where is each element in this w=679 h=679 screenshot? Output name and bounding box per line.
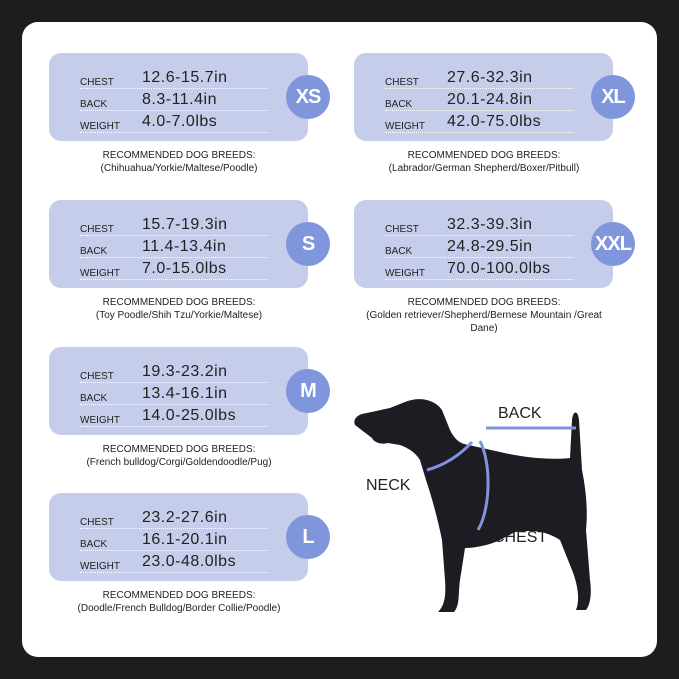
weight-value: 7.0-15.0lbs [142, 260, 227, 277]
chest-row: CHEST 27.6-32.3in [385, 69, 573, 89]
weight-row: WEIGHT 70.0-100.0lbs [385, 260, 573, 280]
back-row: BACK 24.8-29.5in [385, 238, 573, 258]
chest-label: CHEST [385, 77, 419, 88]
chest-value: 15.7-19.3in [142, 216, 228, 233]
size-badge: M [286, 369, 330, 413]
chest-label: CHEST [385, 224, 419, 235]
back-row: BACK 20.1-24.8in [385, 91, 573, 111]
recommended-breeds: RECOMMENDED DOG BREEDS: (Golden retriever… [354, 296, 614, 335]
size-box: CHEST 12.6-15.7in BACK 8.3-11.4in WEIGHT 4.0-… [49, 53, 330, 141]
weight-label: WEIGHT [80, 561, 120, 572]
weight-value: 4.0-7.0lbs [142, 113, 218, 130]
size-box: CHEST 19.3-23.2in BACK 13.4-16.1in WEIGHT 14.… [49, 347, 330, 435]
chest-row: CHEST 19.3-23.2in [80, 363, 268, 383]
breeds-list: (Golden retriever/Shepherd/Bernese Mount… [366, 310, 602, 334]
recommended-heading: RECOMMENDED DOG BREEDS: [102, 150, 256, 161]
chest-label: CHEST [80, 77, 114, 88]
weight-row: WEIGHT 14.0-25.0lbs [80, 407, 268, 427]
weight-row: WEIGHT 23.0-48.0lbs [80, 553, 268, 573]
weight-label: WEIGHT [80, 415, 120, 426]
back-row: BACK 11.4-13.4in [80, 238, 268, 258]
back-label: BACK [80, 539, 108, 550]
chest-row: CHEST 23.2-27.6in [80, 509, 268, 529]
chest-row: CHEST 15.7-19.3in [80, 216, 268, 236]
chest-row: CHEST 32.3-39.3in [385, 216, 573, 236]
chest-value: 12.6-15.7in [142, 69, 228, 86]
chest-value: 27.6-32.3in [447, 69, 533, 86]
breeds-list: (Chihuahua/Yorkie/Maltese/Poodle) [100, 163, 258, 174]
weight-label: WEIGHT [385, 268, 425, 279]
chest-row: CHEST 12.6-15.7in [80, 69, 268, 89]
back-value: 11.4-13.4in [142, 238, 227, 255]
back-label: BACK [385, 246, 413, 257]
weight-label: WEIGHT [80, 121, 120, 132]
chest-value: 32.3-39.3in [447, 216, 533, 233]
back-value: 24.8-29.5in [447, 238, 533, 255]
back-row: BACK 8.3-11.4in [80, 91, 268, 111]
size-badge: XXL [591, 222, 635, 266]
weight-row: WEIGHT 42.0-75.0lbs [385, 113, 573, 133]
size-badge: XL [591, 75, 635, 119]
breeds-list: (Doodle/French Bulldog/Border Collie/Poo… [77, 603, 281, 614]
back-label: BACK [80, 393, 108, 404]
recommended-heading: RECOMMENDED DOG BREEDS: [102, 297, 256, 308]
back-value: 13.4-16.1in [142, 385, 228, 402]
dog-silhouette-icon [354, 399, 591, 612]
chest-value: 23.2-27.6in [142, 509, 228, 526]
chest-value: 19.3-23.2in [142, 363, 228, 380]
back-label: BACK [80, 246, 108, 257]
recommended-breeds: RECOMMENDED DOG BREEDS: (French bulldog/C… [49, 443, 309, 469]
back-value: 8.3-11.4in [142, 91, 217, 108]
weight-value: 42.0-75.0lbs [447, 113, 542, 130]
recommended-heading: RECOMMENDED DOG BREEDS: [407, 150, 561, 161]
size-block-m: CHEST 19.3-23.2in BACK 13.4-16.1in WEIGHT 14.… [49, 347, 330, 469]
weight-value: 23.0-48.0lbs [142, 553, 237, 570]
back-label: BACK [498, 405, 542, 422]
size-block-xs: CHEST 12.6-15.7in BACK 8.3-11.4in WEIGHT 4.0-… [49, 53, 330, 175]
breeds-list: (Labrador/German Shepherd/Boxer/Pitbull) [388, 163, 580, 174]
chest-label: CHEST [493, 529, 548, 546]
chest-label: CHEST [80, 224, 114, 235]
size-box: CHEST 27.6-32.3in BACK 20.1-24.8in WEIGHT 42.… [354, 53, 635, 141]
recommended-heading: RECOMMENDED DOG BREEDS: [102, 590, 256, 601]
back-value: 16.1-20.1in [142, 531, 228, 548]
size-badge: S [286, 222, 330, 266]
recommended-breeds: RECOMMENDED DOG BREEDS: (Chihuahua/Yorkie… [49, 149, 309, 175]
chest-label: CHEST [80, 517, 114, 528]
weight-row: WEIGHT 7.0-15.0lbs [80, 260, 268, 280]
neck-label: NECK [366, 477, 411, 494]
back-label: BACK [80, 99, 108, 110]
dog-measurement-diagram: BACK NECK CHEST [350, 380, 610, 625]
recommended-heading: RECOMMENDED DOG BREEDS: [102, 444, 256, 455]
weight-label: WEIGHT [385, 121, 425, 132]
size-block-xl: CHEST 27.6-32.3in BACK 20.1-24.8in WEIGHT 42.… [354, 53, 635, 175]
chest-label: CHEST [80, 371, 114, 382]
size-badge: XS [286, 75, 330, 119]
size-block-xxl: CHEST 32.3-39.3in BACK 24.8-29.5in WEIGHT 70.… [354, 200, 635, 335]
recommended-breeds: RECOMMENDED DOG BREEDS: (Doodle/French Bu… [49, 589, 309, 615]
weight-label: WEIGHT [80, 268, 120, 279]
back-row: BACK 16.1-20.1in [80, 531, 268, 551]
size-block-s: CHEST 15.7-19.3in BACK 11.4-13.4in WEIGHT 7.0… [49, 200, 330, 322]
size-box: CHEST 15.7-19.3in BACK 11.4-13.4in WEIGHT 7.0… [49, 200, 330, 288]
size-badge: L [286, 515, 330, 559]
breeds-list: (French bulldog/Corgi/Goldendoodle/Pug) [86, 457, 272, 468]
recommended-breeds: RECOMMENDED DOG BREEDS: (Labrador/German … [354, 149, 614, 175]
size-box: CHEST 23.2-27.6in BACK 16.1-20.1in WEIGHT 23.… [49, 493, 330, 581]
size-box: CHEST 32.3-39.3in BACK 24.8-29.5in WEIGHT 70.… [354, 200, 635, 288]
weight-row: WEIGHT 4.0-7.0lbs [80, 113, 268, 133]
weight-value: 14.0-25.0lbs [142, 407, 237, 424]
recommended-breeds: RECOMMENDED DOG BREEDS: (Toy Poodle/Shih … [49, 296, 309, 322]
back-label: BACK [385, 99, 413, 110]
breeds-list: (Toy Poodle/Shih Tzu/Yorkie/Maltese) [95, 310, 263, 321]
back-value: 20.1-24.8in [447, 91, 533, 108]
size-block-l: CHEST 23.2-27.6in BACK 16.1-20.1in WEIGHT 23.… [49, 493, 330, 615]
back-row: BACK 13.4-16.1in [80, 385, 268, 405]
weight-value: 70.0-100.0lbs [447, 260, 551, 277]
recommended-heading: RECOMMENDED DOG BREEDS: [407, 297, 561, 308]
